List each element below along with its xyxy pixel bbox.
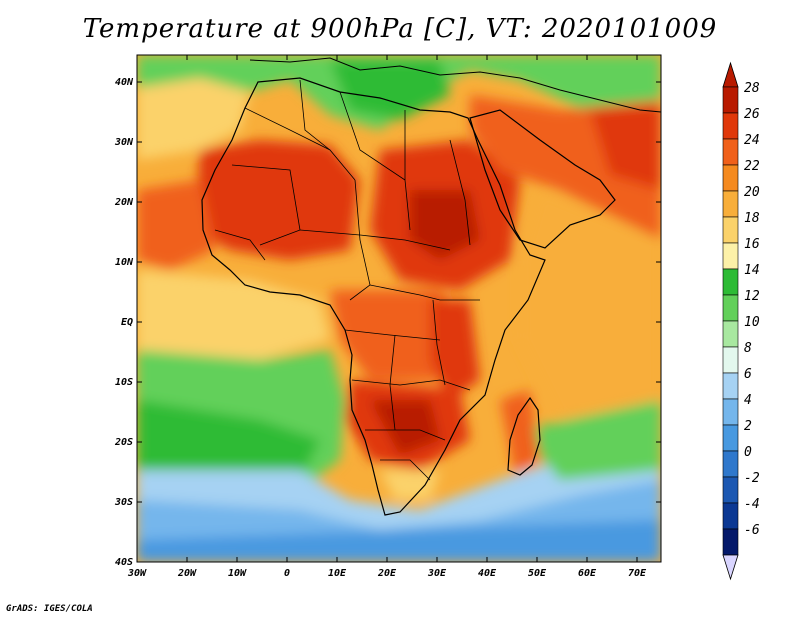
colorbar-label: 4: [744, 393, 752, 408]
colorbar-label: 26: [744, 107, 760, 122]
colorbar-label: 14: [744, 263, 760, 278]
lat-label: 20N: [114, 197, 134, 208]
colorbar-swatch: [722, 346, 739, 374]
colorbar-swatch: [722, 294, 739, 322]
colorbar-label: -2: [744, 471, 760, 486]
lon-label: 10E: [328, 568, 347, 579]
lon-label: 30E: [427, 568, 447, 579]
colorbar-label: 0: [744, 445, 752, 460]
lon-label: 0: [284, 568, 290, 579]
colorbar-label: 10: [744, 315, 760, 330]
grads-credit: GrADS: IGES/COLA: [6, 604, 93, 614]
colorbar-label: 6: [744, 367, 752, 382]
latitude-axis: 40N 30N 20N 10N EQ 10S 20S 30S 40S: [114, 77, 661, 568]
arabia-outline: [469, 109, 616, 249]
lon-label: 50E: [528, 568, 547, 579]
colorbar-label: 16: [744, 237, 760, 252]
lat-label: 10N: [115, 257, 134, 268]
colorbar-swatch: [722, 320, 739, 348]
colorbar-label: -4: [744, 497, 760, 512]
colorbar-swatch: [722, 242, 739, 270]
colorbar-swatch: [722, 450, 739, 478]
colorbar-swatch: [722, 502, 739, 530]
colorbar-label: -6: [744, 523, 760, 538]
colorbar-swatch: [722, 268, 739, 296]
country-borders: [214, 79, 480, 481]
colorbar-label: 8: [744, 341, 752, 356]
lon-label: 60E: [578, 568, 597, 579]
madagascar-outline: [507, 396, 541, 476]
europe-coastline: [249, 57, 661, 113]
lon-label: 20W: [177, 568, 197, 579]
lat-label: 40N: [115, 77, 134, 88]
lat-label: 10S: [115, 377, 133, 388]
colorbar-swatch: [722, 528, 739, 556]
colorbar-swatch: [722, 372, 739, 400]
map-frame: [136, 54, 662, 563]
colorbar-label: 18: [744, 211, 760, 226]
lat-label: 40S: [115, 557, 133, 568]
colorbar-swatch: [722, 86, 739, 114]
colorbar-label: 28: [744, 81, 760, 96]
lat-label: 30N: [114, 137, 134, 148]
longitude-axis: 30W 20W 10W 0 10E 20E 30E 40E 50E 60E 70E: [127, 55, 647, 579]
colorbar-bottom-arrow: [722, 554, 739, 581]
colorbar-label: 2: [744, 419, 752, 434]
colorbar-swatch: [722, 424, 739, 452]
temperature-field: [137, 55, 661, 562]
colorbar-label: 24: [744, 133, 760, 148]
map-area: [137, 55, 661, 562]
lon-label: 40E: [478, 568, 497, 579]
colorbar-top-arrow: [722, 61, 739, 88]
colorbar-swatch: [722, 216, 739, 244]
colorbar-swatch: [722, 138, 739, 166]
map-title: Temperature at 900hPa [C], VT: 202010100…: [82, 14, 718, 44]
lon-label: 30W: [127, 568, 147, 579]
colorbar-swatch: [722, 164, 739, 192]
lat-label: 30S: [114, 497, 133, 508]
lon-label: 20E: [377, 568, 397, 579]
colorbar-swatch: [722, 398, 739, 426]
colorbar-label: 20: [744, 185, 760, 200]
colorbar-swatch: [722, 112, 739, 140]
lon-label: 10W: [228, 568, 247, 579]
colorbar-label: 12: [744, 289, 760, 304]
colorbar-swatch: [722, 476, 739, 504]
lat-label: 20S: [114, 437, 133, 448]
lon-label: 70E: [628, 568, 647, 579]
colorbar-swatch: [722, 190, 739, 218]
lat-label: EQ: [121, 317, 133, 328]
colorbar-label: 22: [744, 159, 760, 174]
